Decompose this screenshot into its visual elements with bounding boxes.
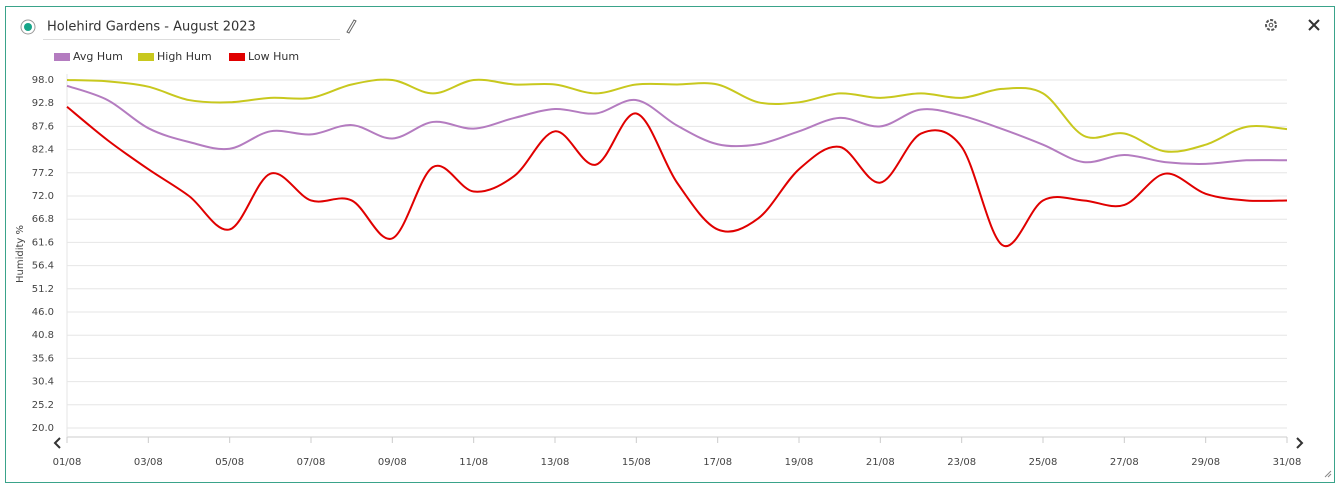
x-tick-label: 21/08	[866, 457, 895, 468]
x-tick-label: 31/08	[1273, 457, 1302, 468]
x-tick-label: 09/08	[378, 457, 407, 468]
y-tick-label: 25.2	[32, 400, 54, 411]
next-arrow[interactable]	[1296, 437, 1304, 449]
x-tick-label: 15/08	[622, 457, 651, 468]
x-tick-label: 17/08	[703, 457, 732, 468]
status-ring	[20, 19, 36, 35]
settings-icon[interactable]	[1265, 19, 1277, 31]
y-tick-label: 20.0	[32, 423, 54, 434]
series-line	[66, 105, 1288, 248]
status-dot	[24, 23, 32, 31]
x-tick-label: 01/08	[53, 457, 82, 468]
close-icon[interactable]	[1308, 19, 1320, 31]
y-tick-label: 87.6	[32, 121, 54, 132]
y-tick-label: 51.2	[32, 284, 54, 295]
resize-handle[interactable]	[1324, 470, 1332, 478]
x-tick-label: 05/08	[215, 457, 244, 468]
legend-swatch	[229, 53, 245, 61]
series-line	[66, 78, 1288, 153]
y-tick-label: 61.6	[32, 237, 54, 248]
legend-swatch	[54, 53, 70, 61]
y-tick-label: 40.8	[32, 330, 54, 341]
y-tick-label: 35.6	[32, 353, 54, 364]
x-tick-label: 27/08	[1110, 457, 1139, 468]
x-tick-label: 13/08	[541, 457, 570, 468]
y-tick-label: 46.0	[32, 307, 54, 318]
legend-label: Avg Hum	[73, 50, 123, 63]
x-tick-label: 25/08	[1029, 457, 1058, 468]
y-axis-title: Humidity %	[15, 225, 26, 283]
y-tick-label: 98.0	[32, 75, 54, 86]
frame	[5, 6, 1335, 483]
legend-label: High Hum	[157, 50, 212, 63]
legend-label: Low Hum	[248, 50, 299, 63]
x-tick-label: 19/08	[785, 457, 814, 468]
x-tick-label: 23/08	[947, 457, 976, 468]
prev-arrow[interactable]	[53, 437, 61, 449]
y-tick-label: 56.4	[32, 261, 54, 272]
y-tick-label: 82.4	[32, 145, 54, 156]
legend-swatch	[138, 53, 154, 61]
series-line	[66, 84, 1288, 165]
edit-icon[interactable]	[346, 19, 357, 34]
x-tick-label: 07/08	[297, 457, 326, 468]
chart-title: Holehird Gardens - August 2023	[47, 20, 256, 35]
y-tick-label: 72.0	[32, 191, 54, 202]
y-tick-label: 30.4	[32, 377, 54, 388]
x-tick-label: 03/08	[134, 457, 163, 468]
settings-icon-center	[1268, 22, 1274, 28]
y-tick-label: 92.8	[32, 98, 54, 109]
y-tick-label: 77.2	[32, 168, 54, 179]
x-tick-label: 11/08	[459, 457, 488, 468]
x-tick-label: 29/08	[1191, 457, 1220, 468]
y-tick-label: 66.8	[32, 214, 54, 225]
